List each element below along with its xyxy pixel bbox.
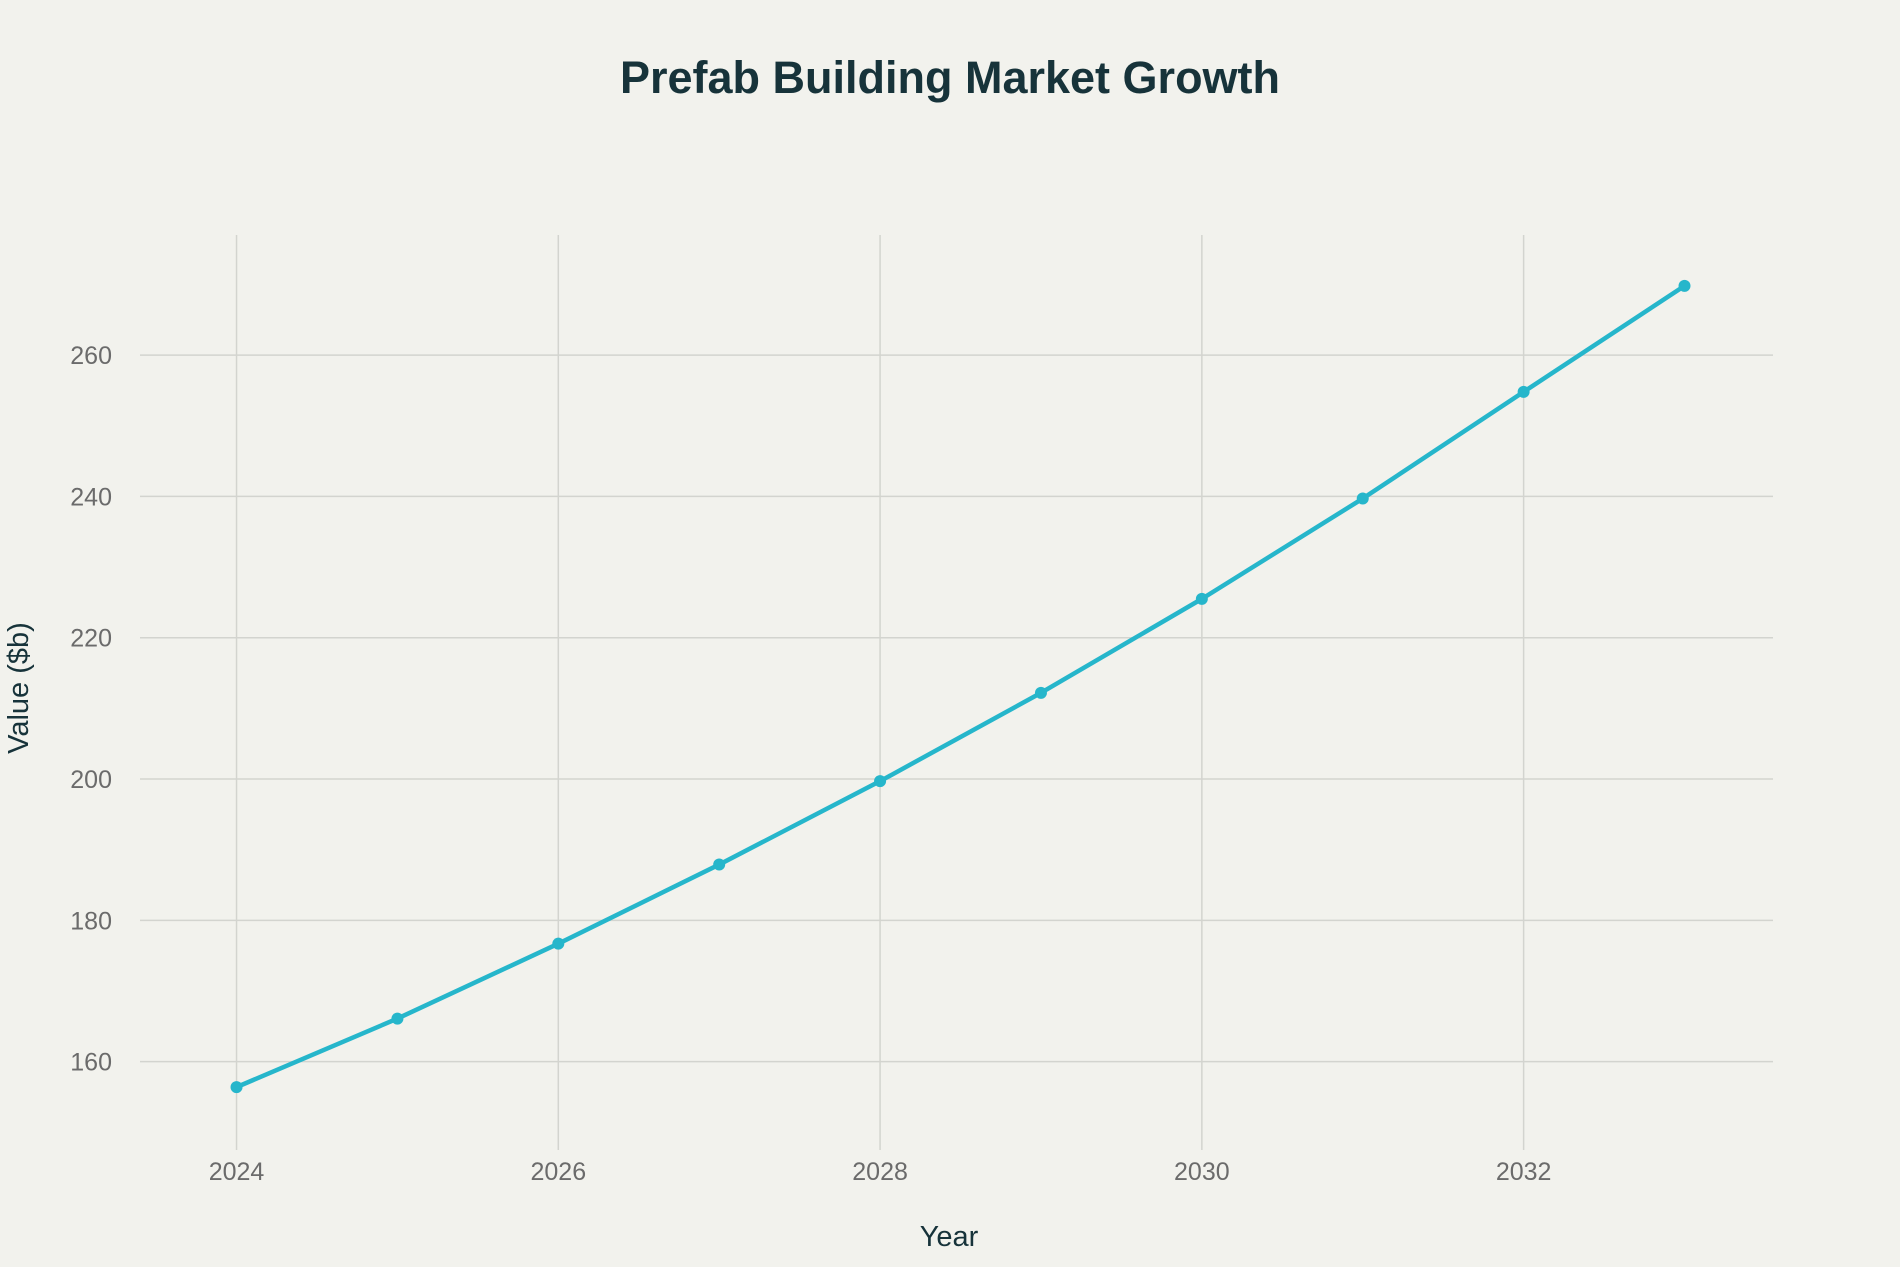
data-point[interactable]	[874, 775, 887, 788]
data-point[interactable]	[1356, 492, 1369, 505]
y-tick-label: 180	[70, 907, 112, 935]
x-axis-title: Year	[920, 1221, 979, 1253]
data-point[interactable]	[230, 1081, 243, 1094]
x-tick-label: 2026	[530, 1158, 586, 1186]
axis-ticks: 160 180 200 220 240 260 2024 2026 2028 2030 2032	[70, 342, 1551, 1186]
data-point[interactable]	[1195, 592, 1208, 605]
x-tick-label: 2028	[852, 1158, 908, 1186]
chart-title: Prefab Building Market Growth	[620, 52, 1280, 103]
y-tick-label: 160	[70, 1049, 112, 1077]
data-point[interactable]	[713, 858, 726, 871]
y-tick-label: 220	[70, 625, 112, 653]
y-axis-title: Value ($b)	[3, 622, 35, 754]
data-point[interactable]	[1517, 385, 1530, 398]
y-tick-label: 260	[70, 342, 112, 370]
y-tick-label: 240	[70, 483, 112, 511]
y-tick-label: 200	[70, 766, 112, 794]
series-layer	[230, 279, 1691, 1094]
series-line	[234, 283, 1687, 1090]
x-tick-label: 2032	[1496, 1158, 1552, 1186]
x-tick-label: 2024	[209, 1158, 265, 1186]
x-tick-label: 2030	[1174, 1158, 1230, 1186]
data-point[interactable]	[1678, 279, 1691, 292]
data-point[interactable]	[1034, 686, 1047, 699]
data-point[interactable]	[552, 937, 565, 950]
data-point[interactable]	[391, 1012, 404, 1025]
